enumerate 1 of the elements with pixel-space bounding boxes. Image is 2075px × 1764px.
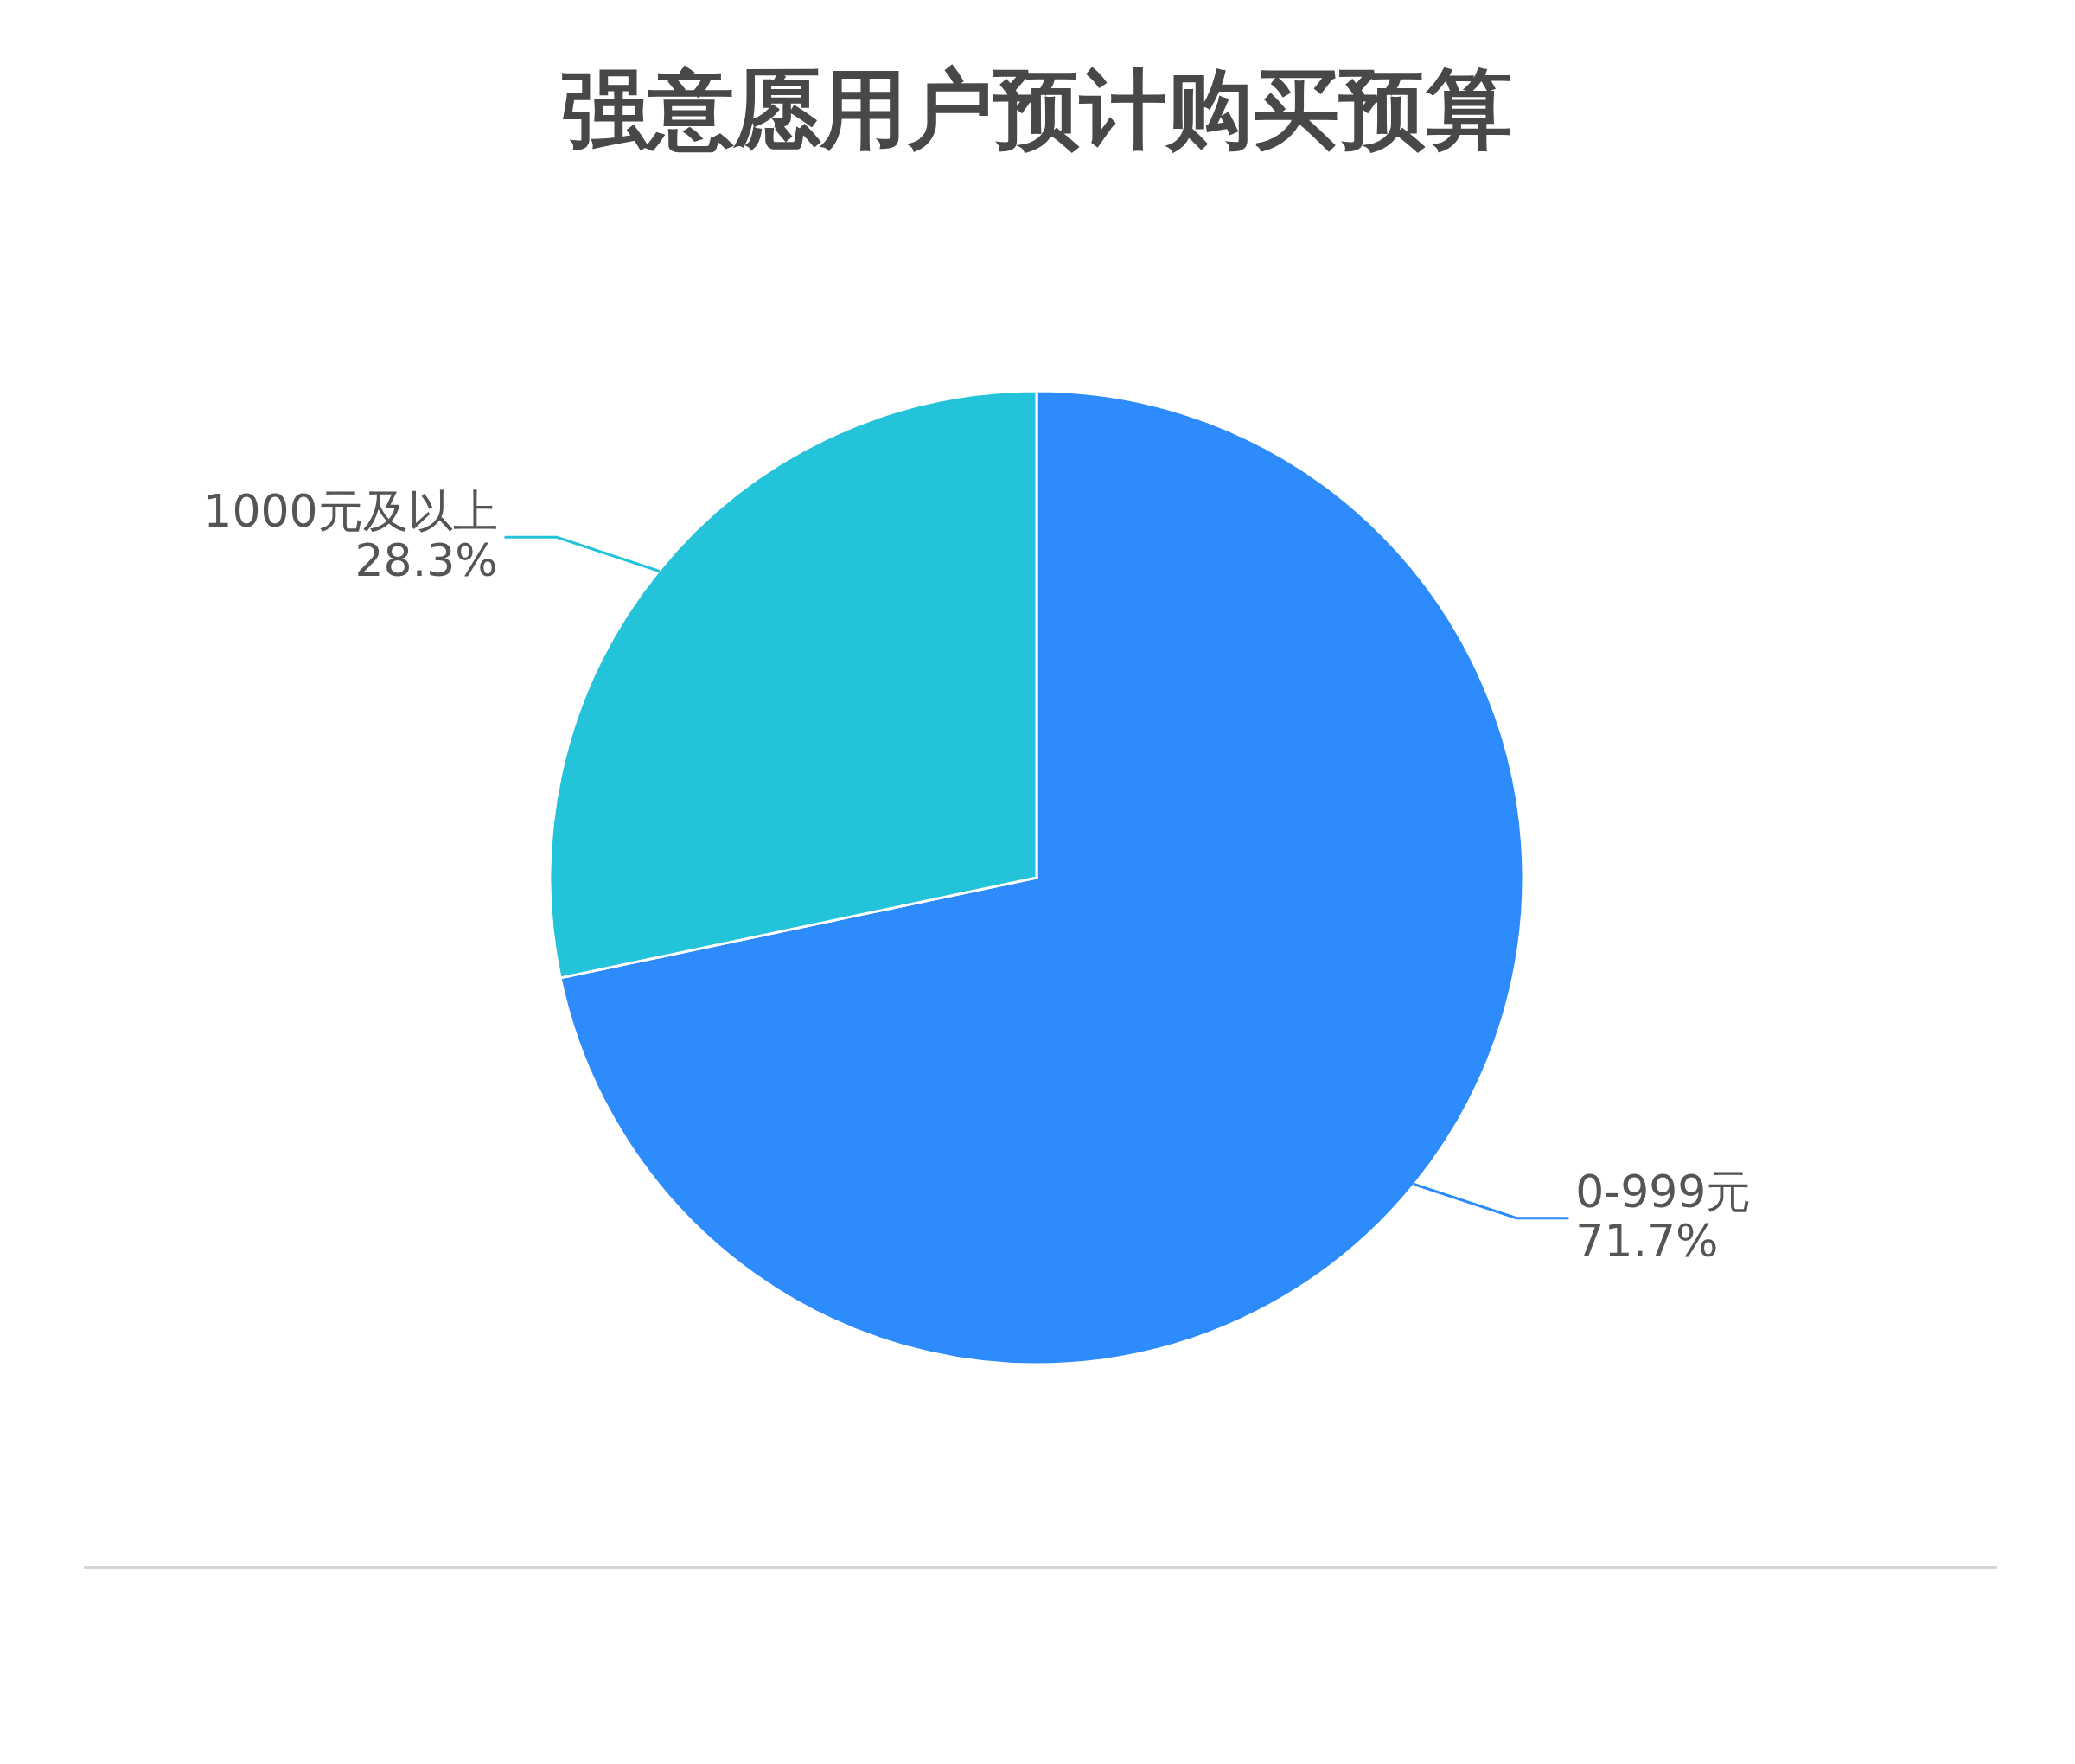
chart-title: 强意愿用户预计购买预算: [561, 59, 1512, 160]
